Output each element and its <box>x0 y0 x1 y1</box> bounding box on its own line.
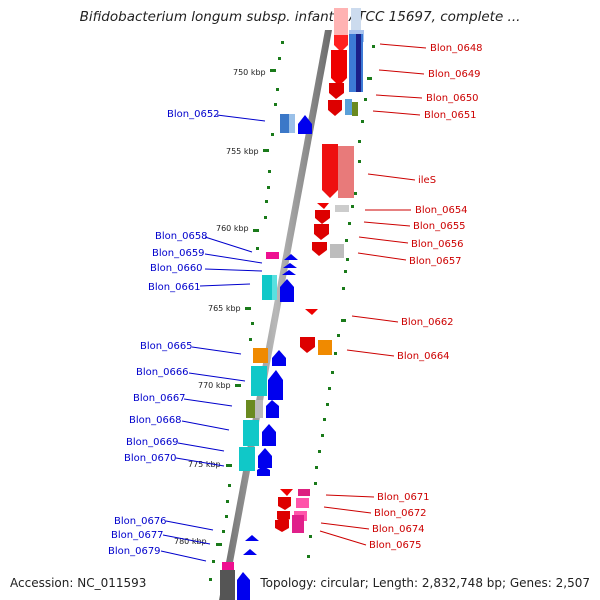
reverse-strand-genes[interactable] <box>275 8 364 533</box>
gene-label[interactable]: Blon_0672 <box>374 508 427 519</box>
gene-label[interactable]: Blon_0655 <box>413 221 466 232</box>
leader-lines <box>160 43 427 562</box>
gene-label[interactable]: Blon_0677 <box>111 530 164 541</box>
tick-mark <box>270 69 276 72</box>
scale-label: 750 kbp <box>233 68 266 77</box>
gene-label[interactable]: Blon_0662 <box>401 317 454 328</box>
gene-label[interactable]: Blon_0651 <box>424 110 477 121</box>
scale-dots-left <box>209 41 284 581</box>
gene-label[interactable]: Blon_0679 <box>108 546 161 557</box>
scale-label: 760 kbp <box>216 224 249 233</box>
gene-label[interactable]: Blon_0674 <box>372 524 425 535</box>
scale-label: 765 kbp <box>208 304 241 313</box>
gene-label[interactable]: Blon_0676 <box>114 516 167 527</box>
tick-mark <box>216 543 222 546</box>
gene-label[interactable]: Blon_0657 <box>409 256 462 267</box>
gene-label[interactable]: Blon_0675 <box>369 540 422 551</box>
tick-mark <box>253 229 259 232</box>
tick-mark <box>263 149 269 152</box>
gene-label[interactable]: Blon_0656 <box>411 239 464 250</box>
tick-mark <box>235 384 241 387</box>
gene-label[interactable]: Blon_0665 <box>140 341 193 352</box>
gene-label[interactable]: Blon_0659 <box>152 248 205 259</box>
scale-label: 780 kbp <box>174 537 207 546</box>
scale-ticks <box>216 69 276 546</box>
gene-label[interactable]: Blon_0660 <box>150 263 203 274</box>
tick-mark <box>245 307 251 310</box>
scale-label: 775 kbp <box>188 460 221 469</box>
forward-strand-genes[interactable] <box>220 114 312 600</box>
gene-label[interactable]: Blon_0670 <box>124 453 177 464</box>
map-title: Bifidobacterium longum subsp. infantis A… <box>79 9 521 25</box>
scale-label: 770 kbp <box>198 381 231 390</box>
genome-backbone <box>219 30 332 600</box>
gene-label[interactable]: Blon_0669 <box>126 437 179 448</box>
gene-label[interactable]: Blon_0666 <box>136 367 189 378</box>
gene-label[interactable]: Blon_0664 <box>397 351 450 362</box>
gene-label[interactable]: Blon_0658 <box>155 231 208 242</box>
scale-dots-right <box>307 45 375 558</box>
gene-label[interactable]: Blon_0650 <box>426 93 479 104</box>
gene-label[interactable]: Blon_0649 <box>428 69 481 80</box>
gene-label[interactable]: Blon_0654 <box>415 205 468 216</box>
scale-label: 755 kbp <box>226 147 259 156</box>
genome-summary: Topology: circular; Length: 2,832,748 bp… <box>260 576 590 590</box>
gene-label[interactable]: Blon_0671 <box>377 492 430 503</box>
gene-label[interactable]: Blon_0668 <box>129 415 182 426</box>
gene-label[interactable]: Blon_0661 <box>148 282 201 293</box>
accession-text: Accession: NC_011593 <box>10 576 147 590</box>
gene-label[interactable]: Blon_0652 <box>167 109 220 120</box>
gene-label[interactable]: Blon_0667 <box>133 393 186 404</box>
tick-mark <box>226 464 232 467</box>
gene-label[interactable]: ileS <box>418 175 436 186</box>
gene-label[interactable]: Blon_0648 <box>430 43 483 54</box>
